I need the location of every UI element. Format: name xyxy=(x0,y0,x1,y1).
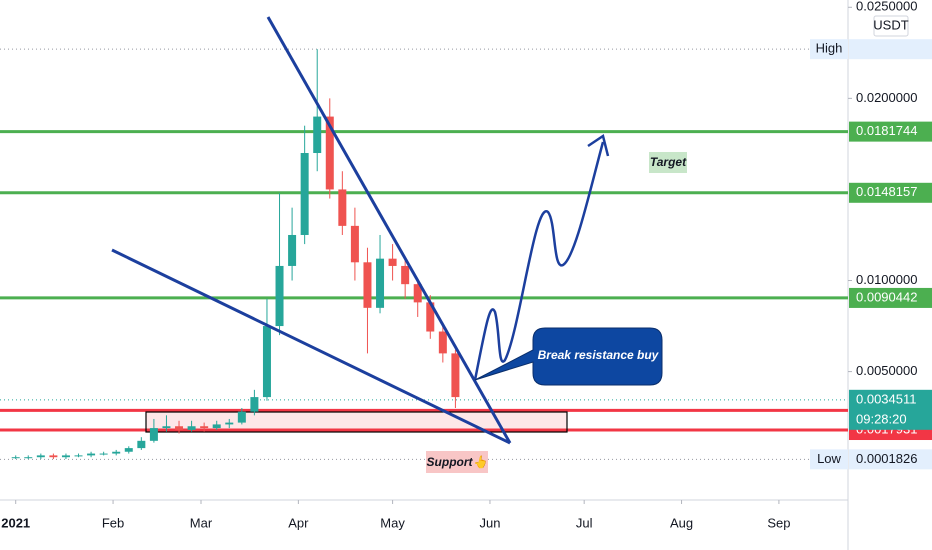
candle-body xyxy=(325,116,334,190)
y-tick-label: 0.0050000 xyxy=(856,363,917,378)
candle-body xyxy=(36,455,45,458)
support-zone xyxy=(145,411,568,433)
low_mark-name: Low xyxy=(817,451,841,466)
candle-body xyxy=(363,262,372,308)
high_mark-value-bg xyxy=(849,39,932,60)
candle-body xyxy=(149,428,158,441)
candle-body xyxy=(350,225,359,263)
price-label-bg xyxy=(849,287,932,308)
last-price-bg xyxy=(849,389,932,430)
x-tick-label: 2021 xyxy=(1,515,30,530)
candle-body xyxy=(388,258,397,266)
candle-body xyxy=(212,424,221,429)
x-tick-label: Sep xyxy=(767,515,790,530)
candle-body xyxy=(112,451,121,454)
candle-body xyxy=(338,189,347,226)
support-label: Support👆 xyxy=(427,455,489,469)
candle-body xyxy=(438,331,447,354)
candle-body xyxy=(401,265,410,285)
x-tick-label: May xyxy=(380,515,405,530)
candle-body xyxy=(225,422,234,425)
x-tick-label: Aug xyxy=(670,515,693,530)
candle-body xyxy=(451,353,460,398)
price-label-bg xyxy=(849,182,932,203)
price-label: 0.0148157 xyxy=(856,184,917,199)
support-label-bg xyxy=(426,451,488,473)
unit-box xyxy=(873,15,909,37)
y-tick-label: 0.0200000 xyxy=(856,90,917,105)
candle-body xyxy=(262,326,271,398)
drawings: Break resistance buy Target Support👆 xyxy=(111,16,687,473)
candle-body xyxy=(187,426,196,430)
x-tick-label: Jun xyxy=(479,515,500,530)
price-axis: 0.0250000 0.0200000 0.0100000 0.0050000 0.01… xyxy=(810,0,932,470)
candle-body xyxy=(288,234,297,266)
last-price-label: 0.0034511 xyxy=(856,391,917,406)
target-label-bg xyxy=(649,152,687,173)
candle-body xyxy=(99,453,108,455)
resistance-trendline xyxy=(266,16,512,444)
support-trendline xyxy=(111,248,511,445)
x-tick-label: Mar xyxy=(190,515,213,530)
candle-body xyxy=(49,455,58,458)
price-label: 0.0181744 xyxy=(856,123,917,138)
price-label: 0.0090442 xyxy=(856,289,917,304)
candle-body xyxy=(175,426,184,430)
candle-body xyxy=(237,411,246,423)
low_mark-value-bg xyxy=(849,449,932,470)
price-label-bg xyxy=(849,121,932,142)
candle-body xyxy=(87,453,96,456)
high_mark-name: High xyxy=(816,41,843,56)
candle-body xyxy=(61,455,70,458)
candle-body xyxy=(426,302,435,332)
low_mark-value: 0.0001826 xyxy=(856,451,917,466)
y-tick-label: 0.0250000 xyxy=(856,0,917,14)
callout-box xyxy=(474,327,663,386)
candle-body xyxy=(24,457,33,459)
low_mark-name-bg xyxy=(810,449,848,470)
x-tick-label: Jul xyxy=(576,515,593,530)
callout-text: Break resistance buy xyxy=(538,348,660,362)
candle-body xyxy=(137,440,146,449)
x-tick-label: Apr xyxy=(288,515,309,530)
candle-body xyxy=(124,448,133,452)
projection-path xyxy=(473,141,605,381)
y-tick-label: 0.0100000 xyxy=(856,272,917,287)
candles xyxy=(11,49,460,460)
high_mark-name-bg xyxy=(810,39,848,60)
target-label: Target xyxy=(650,155,687,169)
unit-label: USDT xyxy=(873,17,908,32)
candle-body xyxy=(11,457,20,459)
candle-body xyxy=(74,455,83,457)
candle-body xyxy=(300,153,309,235)
x-tick-label: Feb xyxy=(102,515,124,530)
candle-body xyxy=(200,426,209,429)
candle-body xyxy=(376,258,385,308)
candle-body xyxy=(313,116,322,154)
countdown-label: 09:28:20 xyxy=(856,411,907,426)
candle-body xyxy=(275,265,284,327)
projection-arrowhead xyxy=(587,133,610,157)
candle-body xyxy=(162,426,171,429)
candle-body xyxy=(413,284,422,303)
candle-body xyxy=(250,397,259,412)
